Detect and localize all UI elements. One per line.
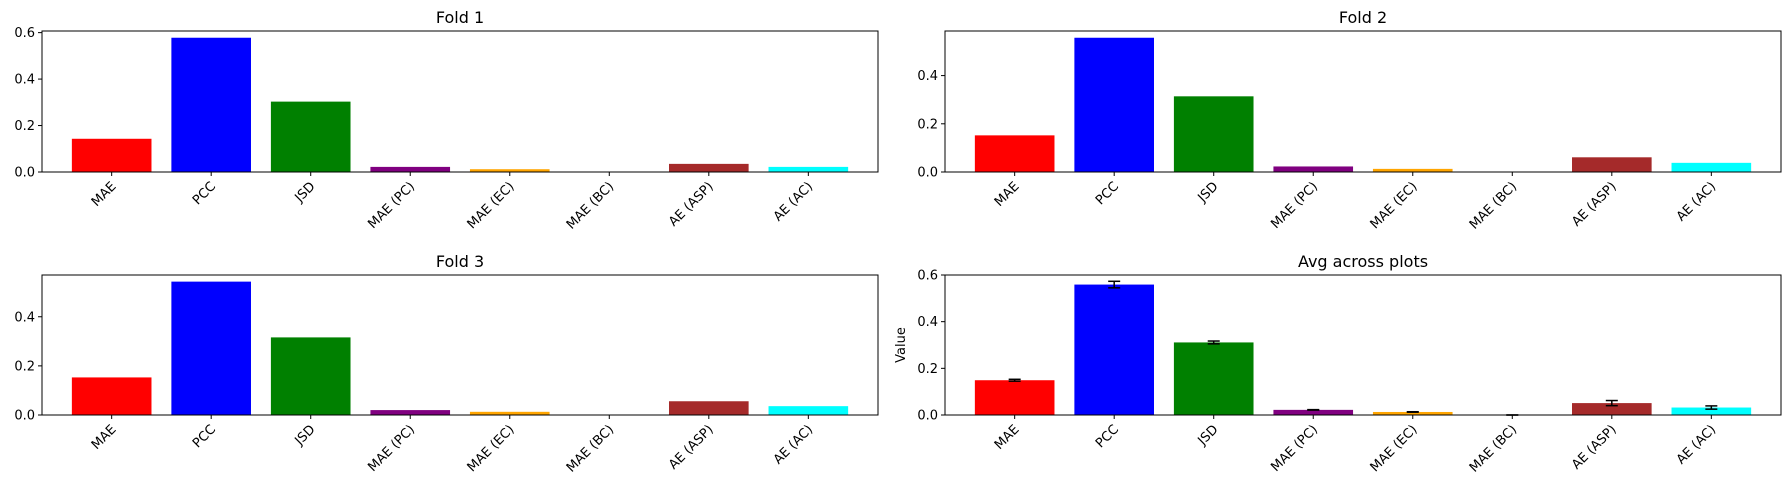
x-tick-label-2: PCC bbox=[1093, 422, 1122, 451]
axes-frame-1 bbox=[41, 30, 879, 173]
bar-2-1 bbox=[974, 135, 1055, 172]
y-axis-label-4: Value bbox=[894, 327, 909, 363]
y-tick-label-1: 0.0 bbox=[14, 409, 35, 424]
x-tick-label-4: MAE (PC) bbox=[1268, 179, 1321, 232]
chart-title-3: Fold 3 bbox=[436, 252, 484, 271]
bar-2-7 bbox=[1572, 157, 1652, 172]
x-tick-label-1: MAE bbox=[89, 422, 120, 453]
x-tick-label-2: PCC bbox=[190, 422, 219, 451]
x-tick-label-8: AE (AC) bbox=[771, 422, 816, 467]
x-tick-label-7: AE (ASP) bbox=[666, 179, 716, 229]
bar-1-7 bbox=[669, 163, 749, 172]
axes-frame-3 bbox=[41, 274, 879, 416]
x-tick-label-6: MAE (BC) bbox=[1467, 422, 1520, 475]
x-tick-label-1: MAE bbox=[89, 179, 120, 210]
x-tick-label-8: AE (AC) bbox=[771, 179, 816, 224]
x-tick-label-4: MAE (PC) bbox=[365, 179, 418, 232]
bar-1-1 bbox=[71, 138, 152, 172]
bar-2-8 bbox=[1671, 162, 1752, 172]
bar-3-8 bbox=[768, 406, 849, 415]
x-tick-label-6: MAE (BC) bbox=[564, 179, 617, 232]
y-tick-label-1: 0.0 bbox=[917, 409, 938, 424]
x-tick-label-4: MAE (PC) bbox=[1268, 422, 1321, 475]
y-tick-label-3: 0.4 bbox=[14, 310, 35, 325]
x-tick-label-2: PCC bbox=[190, 179, 219, 208]
y-tick-label-4: 0.6 bbox=[917, 269, 938, 284]
chart-panel-3: 0.0 0.2 0.4 MAE PCC JSD MAE (PC) MAE (EC) MAE (B… bbox=[14, 252, 879, 476]
chart-title-1: Fold 1 bbox=[436, 8, 484, 27]
y-tick-label-1: 0.0 bbox=[917, 166, 938, 181]
x-tick-label-3: JSD bbox=[1195, 422, 1222, 449]
bar-2-2 bbox=[1074, 37, 1154, 172]
bar-4-1 bbox=[974, 380, 1055, 415]
chart-panel-4: 0.0 0.2 0.4 0.6 MAE PCC JSD MAE (PC) MAE (EC) MAE… bbox=[894, 252, 1782, 476]
x-tick-label-3: JSD bbox=[1195, 179, 1222, 206]
bar-2-5 bbox=[1372, 168, 1453, 172]
bar-2-4 bbox=[1273, 166, 1354, 172]
bar-4-5 bbox=[1372, 411, 1453, 415]
x-tick-label-3: JSD bbox=[292, 179, 319, 206]
y-tick-label-3: 0.4 bbox=[14, 73, 35, 88]
bar-3-4 bbox=[370, 410, 451, 415]
bar-1-2 bbox=[171, 37, 251, 172]
x-tick-label-8: AE (AC) bbox=[1674, 422, 1719, 467]
bar-1-8 bbox=[768, 166, 849, 172]
axes-frame-4 bbox=[944, 274, 1782, 416]
y-tick-label-2: 0.2 bbox=[14, 359, 35, 374]
y-tick-label-2: 0.2 bbox=[917, 362, 938, 377]
y-tick-label-2: 0.2 bbox=[14, 119, 35, 134]
bar-4-8 bbox=[1671, 407, 1752, 415]
x-tick-label-3: JSD bbox=[292, 422, 319, 449]
x-tick-label-2: PCC bbox=[1093, 179, 1122, 208]
y-tick-label-3: 0.4 bbox=[917, 69, 938, 84]
bar-1-3 bbox=[270, 101, 351, 172]
bar-3-5 bbox=[469, 411, 550, 415]
x-tick-label-5: MAE (EC) bbox=[1368, 422, 1421, 475]
x-tick-label-1: MAE bbox=[992, 179, 1023, 210]
x-tick-label-7: AE (ASP) bbox=[666, 422, 716, 472]
chart-panel-2: 0.0 0.2 0.4 MAE PCC JSD MAE (PC) MAE (EC) MAE (B… bbox=[917, 8, 1782, 233]
axes-frame-2 bbox=[944, 30, 1782, 173]
x-tick-label-4: MAE (PC) bbox=[365, 422, 418, 475]
bar-1-4 bbox=[370, 166, 451, 172]
bar-3-7 bbox=[669, 401, 749, 415]
x-tick-label-6: MAE (BC) bbox=[564, 422, 617, 475]
bar-3-3 bbox=[270, 337, 351, 415]
bar-4-2 bbox=[1074, 284, 1154, 415]
x-tick-label-1: MAE bbox=[992, 422, 1023, 453]
x-tick-label-6: MAE (BC) bbox=[1467, 179, 1520, 232]
x-tick-label-5: MAE (EC) bbox=[465, 179, 518, 232]
chart-title-2: Fold 2 bbox=[1339, 8, 1387, 27]
y-tick-label-2: 0.2 bbox=[917, 117, 938, 132]
y-tick-label-1: 0.0 bbox=[14, 166, 35, 181]
bar-1-5 bbox=[469, 169, 550, 172]
x-tick-label-5: MAE (EC) bbox=[465, 422, 518, 475]
chart-title-4: Avg across plots bbox=[1298, 252, 1428, 271]
bar-4-7 bbox=[1572, 403, 1652, 415]
y-tick-label-3: 0.4 bbox=[917, 315, 938, 330]
bar-3-2 bbox=[171, 281, 251, 415]
bar-2-3 bbox=[1173, 96, 1254, 172]
y-tick-label-4: 0.6 bbox=[14, 26, 35, 41]
x-tick-label-7: AE (ASP) bbox=[1569, 179, 1619, 229]
bar-4-4 bbox=[1273, 409, 1354, 415]
x-tick-label-5: MAE (EC) bbox=[1368, 179, 1421, 232]
bar-4-3 bbox=[1173, 342, 1254, 415]
x-tick-label-7: AE (ASP) bbox=[1569, 422, 1619, 472]
bar-3-1 bbox=[71, 377, 152, 415]
x-tick-label-8: AE (AC) bbox=[1674, 179, 1719, 224]
chart-panel-1: 0.0 0.2 0.4 0.6 MAE PCC JSD MAE (PC) MAE (EC) MAE… bbox=[14, 8, 879, 233]
